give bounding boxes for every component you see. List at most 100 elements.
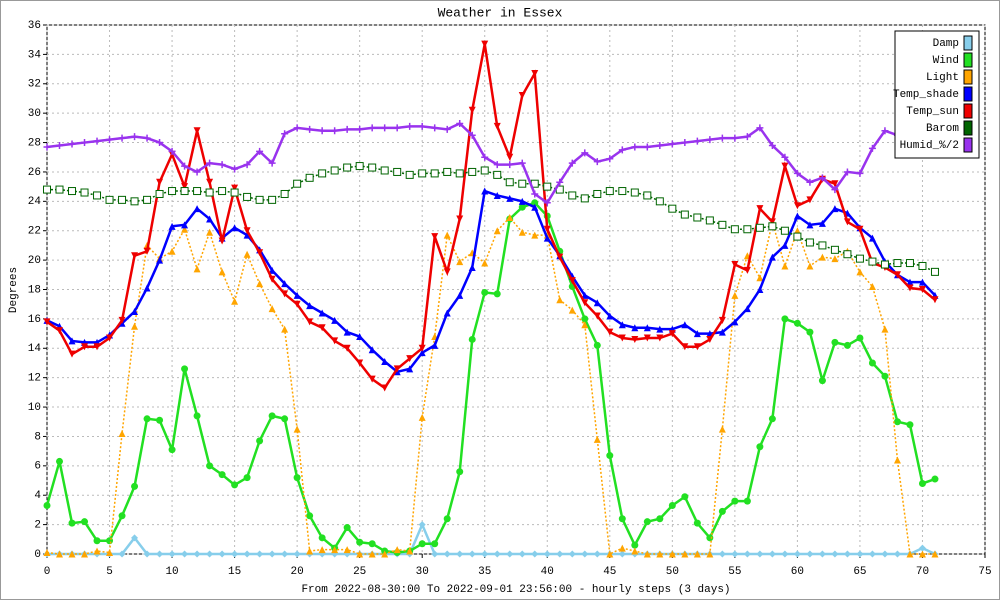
data-point [131,322,139,330]
data-point [430,169,439,178]
x-tick-label: 0 [44,566,51,578]
data-point [406,355,414,363]
data-point [343,524,351,532]
data-point [881,127,889,135]
y-tick-label: 12 [28,373,41,385]
data-point [606,312,614,320]
data-point [381,384,389,392]
data-point [918,544,926,552]
data-point [681,321,689,329]
data-point [681,493,689,501]
data-point [431,341,439,349]
data-point [56,141,64,149]
data-point [543,225,551,233]
data-point [243,550,251,558]
data-point [230,188,239,197]
data-point [343,328,351,336]
y-tick-label: 14 [28,343,42,355]
data-point [243,227,251,235]
data-point [443,125,451,133]
data-point [118,550,126,558]
data-point [768,218,776,226]
data-point [81,139,89,147]
data-point [843,218,851,226]
data-point [880,260,889,269]
data-point [593,158,601,166]
data-point [868,144,876,152]
data-point [781,262,789,270]
data-point [856,550,864,558]
data-point [793,232,802,241]
data-point [706,534,714,542]
data-point [618,515,626,523]
data-point [343,163,352,172]
data-point [331,546,339,554]
data-point [93,343,101,351]
data-point [293,124,301,132]
data-point [306,547,314,555]
data-point [243,192,252,201]
data-point [631,335,639,343]
data-point [381,124,389,132]
data-point [293,425,301,433]
data-point [193,127,201,135]
data-point [168,222,176,230]
data-point [281,325,289,333]
data-point [368,550,376,558]
data-point [330,166,339,175]
y-tick-label: 20 [28,255,41,267]
data-point [268,159,276,167]
data-point [268,305,276,313]
data-point [818,241,827,250]
data-point [368,540,376,548]
series-line [46,43,936,390]
data-point [905,259,914,268]
data-point [256,550,264,558]
data-point [381,550,389,558]
data-point [830,245,839,254]
data-point [181,365,189,373]
data-point [868,550,876,558]
data-point [580,194,589,203]
data-point [531,550,539,558]
data-point [618,146,626,154]
data-point [155,189,164,198]
data-point [106,136,114,144]
data-point [818,174,826,182]
data-point [356,359,364,367]
data-point [331,127,339,135]
data-point [656,325,664,333]
data-point [168,550,176,558]
y-tick-label: 22 [28,226,41,238]
y-axis-label: Degrees [8,267,20,313]
data-point [243,474,251,482]
data-point [268,266,276,274]
data-point [855,254,864,263]
data-point [231,550,239,558]
y-tick-label: 10 [28,402,41,414]
data-point [181,550,189,558]
data-point [643,334,651,342]
data-point [705,216,714,225]
y-tick-label: 6 [34,461,41,473]
data-point [93,191,102,200]
data-point [731,134,739,142]
data-point [930,267,939,276]
data-point [143,247,151,255]
data-point [893,550,901,558]
data-point [868,257,877,266]
data-point [881,372,889,380]
data-point [780,226,789,235]
data-point [631,541,639,549]
data-point [655,197,664,206]
data-point [593,435,601,443]
data-point [643,191,652,200]
data-point [793,169,801,177]
data-point [443,515,451,523]
data-point [256,249,264,257]
data-point [418,413,426,421]
data-point [918,479,926,487]
data-point [493,227,501,235]
data-point [531,199,539,207]
data-point [893,271,901,279]
